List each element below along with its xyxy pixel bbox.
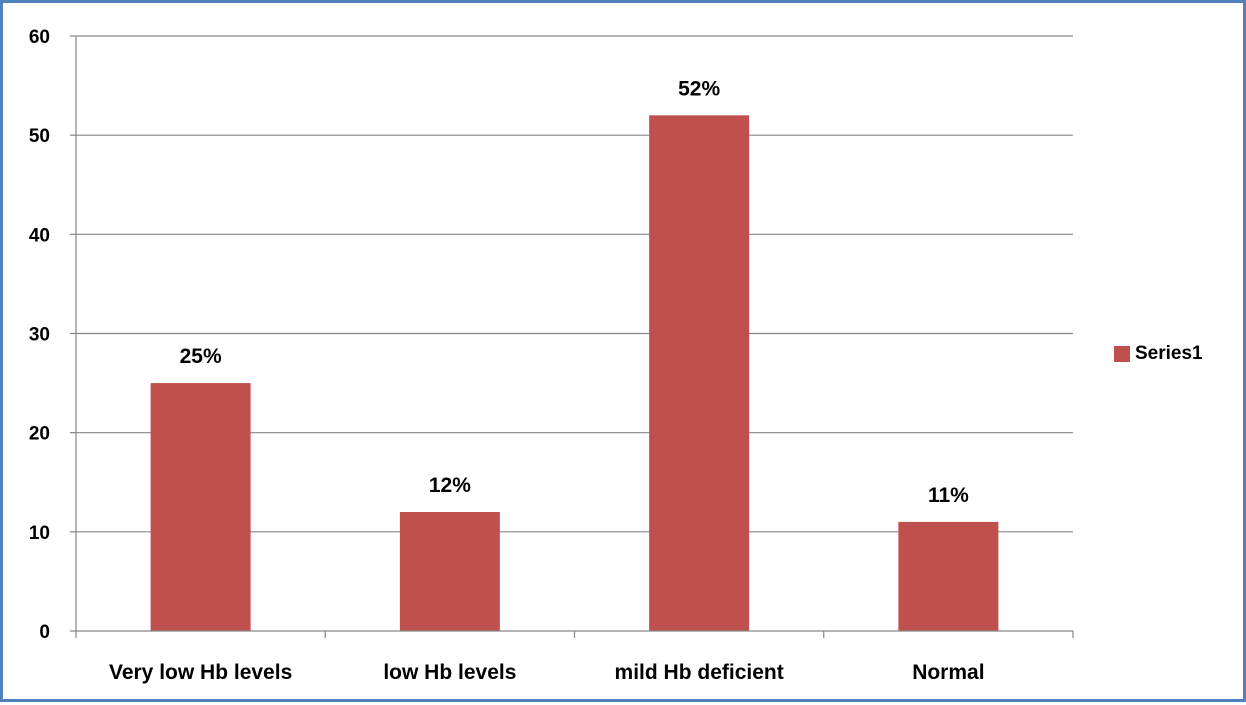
category-label: mild Hb deficient (615, 661, 784, 684)
y-tick-label: 10 (29, 523, 50, 544)
bar-2 (399, 512, 500, 631)
category-label: Very low Hb levels (109, 661, 292, 684)
data-label: 11% (928, 484, 969, 507)
axes (70, 35, 1074, 638)
category-label: low Hb levels (383, 661, 516, 684)
bar-1 (150, 383, 251, 631)
labels: 0 10 20 30 40 50 60 25% Very low Hb levels 12% low… (29, 27, 985, 684)
y-tick-label: 20 (29, 424, 50, 445)
bar-3 (649, 115, 750, 632)
bars (150, 115, 999, 632)
y-tick-label: 0 (39, 622, 50, 643)
y-tick-label: 40 (29, 225, 50, 246)
legend-swatch-series1 (1114, 346, 1130, 362)
legend-label-series1: Series1 (1135, 343, 1203, 364)
data-label: 52% (678, 77, 720, 100)
y-tick-label: 50 (29, 126, 50, 147)
bar-chart: 0 10 20 30 40 50 60 25% Very low Hb levels 12% low… (29, 27, 1074, 684)
bar-4 (898, 521, 999, 631)
data-label: 12% (429, 474, 471, 497)
data-label: 25% (180, 345, 222, 368)
legend: Series1 (1114, 343, 1203, 365)
category-label: Normal (912, 661, 984, 684)
y-tick-label: 60 (29, 27, 50, 48)
y-tick-label: 30 (29, 325, 50, 346)
